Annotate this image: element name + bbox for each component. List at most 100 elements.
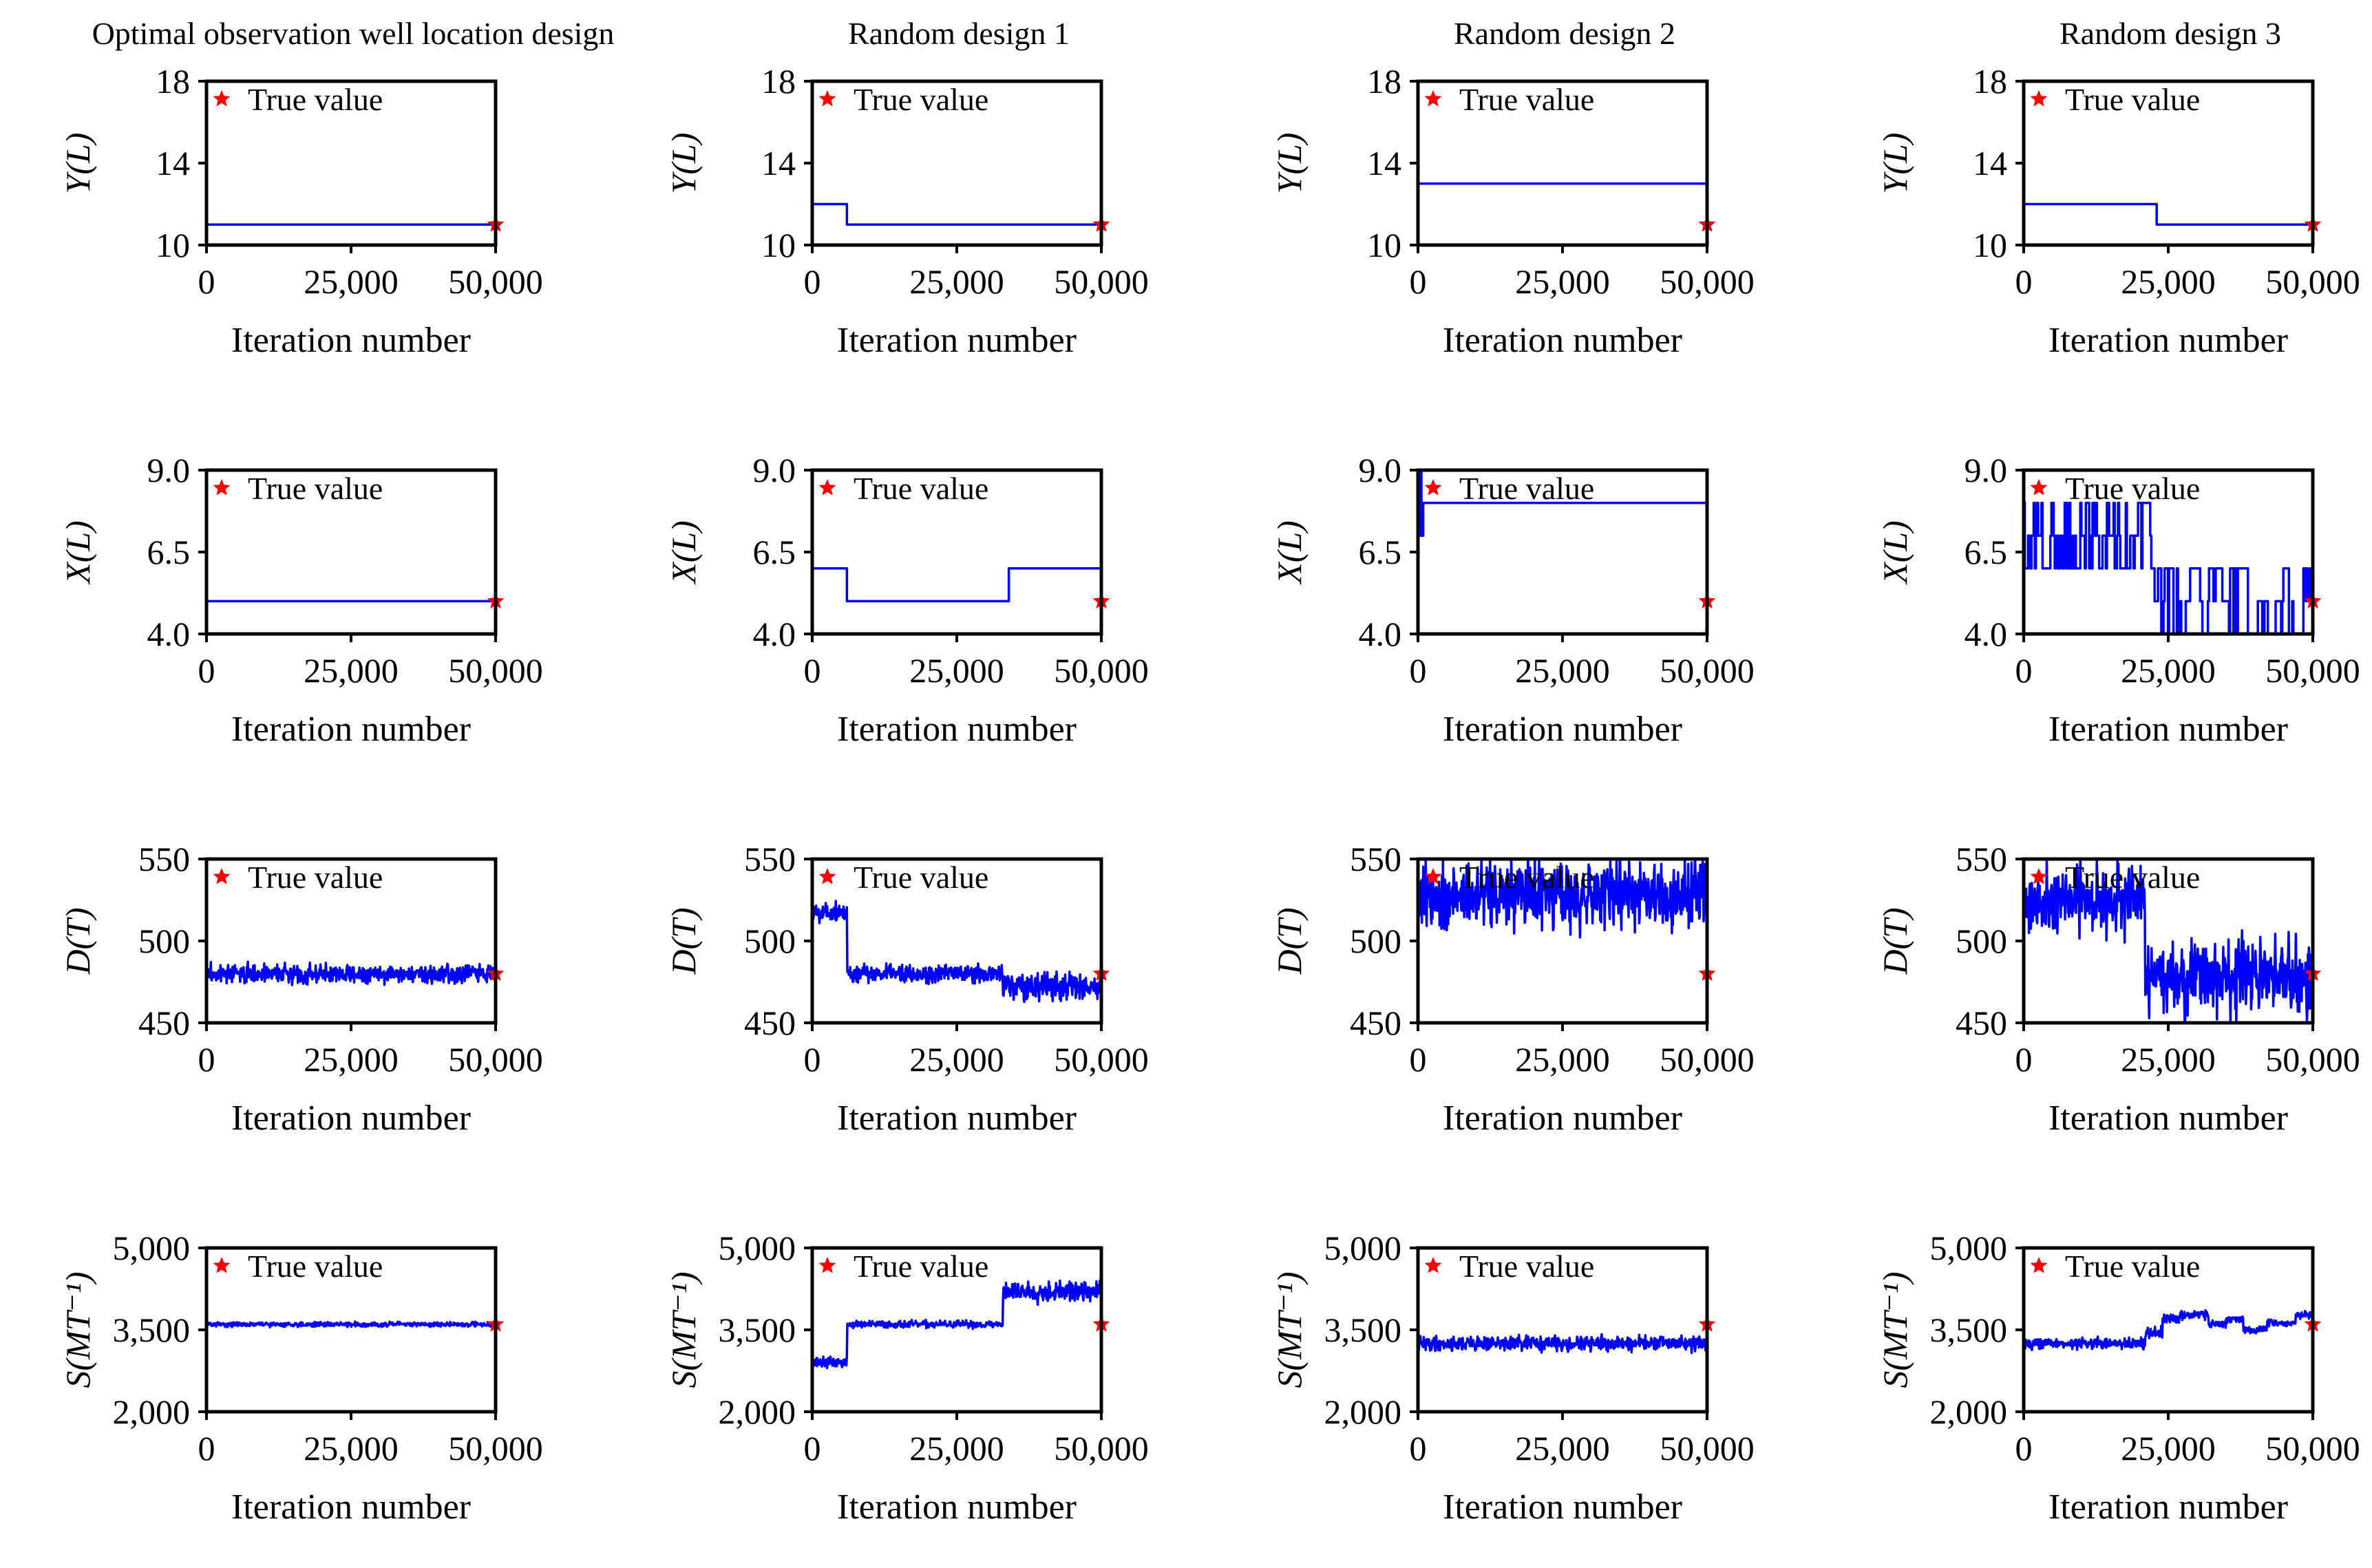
y-tick-label: 14 [1973,144,2007,182]
x-tick-label: 0 [198,1429,215,1468]
x-axis-label: Iteration number [1443,710,1682,749]
legend-label: True value [854,860,988,895]
panel-r2-c3: True value 0 25,000 50,000 450 500 550 Iteratio… [1876,840,2360,1138]
y-axis-label: Y(L) [59,133,97,194]
y-tick-label: 9.0 [147,451,191,489]
x-tick-label: 50,000 [2265,262,2360,301]
x-tick-label: 25,000 [909,1040,1004,1079]
x-tick-label: 0 [2015,651,2033,690]
legend-marker [213,90,231,107]
x-tick-label: 50,000 [2265,1040,2360,1079]
legend-label: True value [248,1249,383,1284]
x-tick-label: 25,000 [304,651,399,690]
legend-marker [1424,868,1442,884]
x-tick-label: 0 [804,262,821,301]
x-tick-label: 25,000 [304,1429,399,1468]
y-axis-label: X(L) [1876,520,1914,585]
x-tick-label: 50,000 [448,1040,543,1079]
x-axis-label: Iteration number [837,1099,1077,1138]
panel-r0-c1: True value 0 25,000 50,000 10 14 18 Iteration n… [664,62,1149,360]
x-axis-label: Iteration number [231,1487,471,1527]
panel-r1-c2: True value 0 25,000 50,000 4.0 6.5 9.0 Iteratio… [1270,451,1755,749]
x-tick-label: 50,000 [1054,262,1149,301]
x-tick-label: 50,000 [1054,651,1149,690]
y-tick-label: 14 [1367,144,1401,182]
panel-r3-c3: True value 0 25,000 50,000 2,000 3,500 5,000 It… [1876,1229,2360,1527]
y-axis-label: S(MT⁻¹) [1876,1271,1914,1388]
x-tick-label: 0 [804,1040,821,1079]
y-axis-label: D(T) [1876,907,1914,975]
panel-r0-c0: True value 0 25,000 50,000 10 14 18 Iteration n… [59,62,543,360]
y-tick-label: 18 [1367,62,1401,100]
trace-line [1418,859,1707,939]
y-tick-label: 6.5 [1359,533,1402,571]
legend-marker [2030,90,2048,107]
y-tick-label: 5,000 [1930,1229,2008,1267]
y-tick-label: 4.0 [147,615,191,653]
legend-label: True value [2065,471,2200,506]
x-tick-label: 50,000 [1660,1040,1755,1079]
legend-marker [1424,1257,1442,1273]
legend-marker [818,90,836,107]
panel-r2-c2: True value 0 25,000 50,000 450 500 550 Iteratio… [1270,840,1755,1138]
legend-label: True value [1459,82,1594,117]
y-tick-label: 6.5 [753,533,796,571]
x-tick-label: 25,000 [2121,651,2216,690]
y-tick-label: 450 [138,1004,190,1042]
x-tick-label: 50,000 [1054,1040,1149,1079]
x-tick-label: 25,000 [304,1040,399,1079]
y-axis-label: Y(L) [1270,133,1309,194]
y-tick-label: 10 [1367,226,1401,264]
legend-label: True value [248,860,383,895]
y-tick-label: 4.0 [1359,615,1402,653]
y-tick-label: 18 [761,62,796,100]
x-tick-label: 0 [2015,1040,2033,1079]
column-title-optimal: Optimal observation well location design [92,16,615,51]
y-tick-label: 5,000 [113,1229,191,1267]
panel-r1-c1: True value 0 25,000 50,000 4.0 6.5 9.0 Iteratio… [664,451,1149,749]
y-tick-label: 6.5 [1965,533,2008,571]
legend-marker [2030,479,2048,496]
x-tick-label: 25,000 [2121,1040,2216,1079]
panel-r2-c1: True value 0 25,000 50,000 450 500 550 Iteratio… [664,840,1149,1138]
legend-marker [213,868,231,884]
x-tick-label: 25,000 [304,262,399,301]
trace-line [207,960,496,986]
x-tick-label: 0 [2015,1429,2033,1468]
legend-marker [818,479,836,496]
x-axis-label: Iteration number [837,1487,1077,1527]
y-tick-label: 9.0 [753,451,796,489]
y-tick-label: 550 [1350,840,1401,878]
x-tick-label: 0 [1410,1040,1427,1079]
y-axis-label: S(MT⁻¹) [664,1271,703,1388]
column-title-random-3: Random design 3 [2059,16,2281,51]
trace-line [812,900,1101,1004]
y-tick-label: 550 [1956,840,2007,878]
y-tick-label: 450 [744,1004,796,1042]
x-tick-label: 25,000 [2121,262,2216,301]
trace-line [1418,1333,1707,1355]
x-tick-label: 50,000 [448,262,543,301]
y-tick-label: 6.5 [147,533,191,571]
x-tick-label: 50,000 [1660,651,1755,690]
legend-marker [1424,90,1442,107]
x-tick-label: 25,000 [1515,651,1610,690]
x-tick-label: 0 [198,651,215,690]
y-tick-label: 2,000 [1324,1392,1402,1431]
x-tick-label: 0 [1410,1429,1427,1468]
y-tick-label: 500 [1350,922,1401,960]
y-tick-label: 4.0 [1965,615,2008,653]
y-tick-label: 450 [1956,1004,2007,1042]
x-tick-label: 0 [198,1040,215,1079]
legend-marker [818,1257,836,1273]
x-tick-label: 0 [198,262,215,301]
x-axis-label: Iteration number [2048,1099,2288,1138]
y-axis-label: D(T) [664,907,703,975]
legend-label: True value [1459,860,1594,895]
y-tick-label: 14 [156,144,190,182]
y-tick-label: 3,500 [113,1311,191,1349]
trace-line [812,202,1101,226]
x-tick-label: 25,000 [909,262,1004,301]
x-axis-label: Iteration number [1443,321,1682,360]
y-tick-label: 5,000 [719,1229,796,1267]
